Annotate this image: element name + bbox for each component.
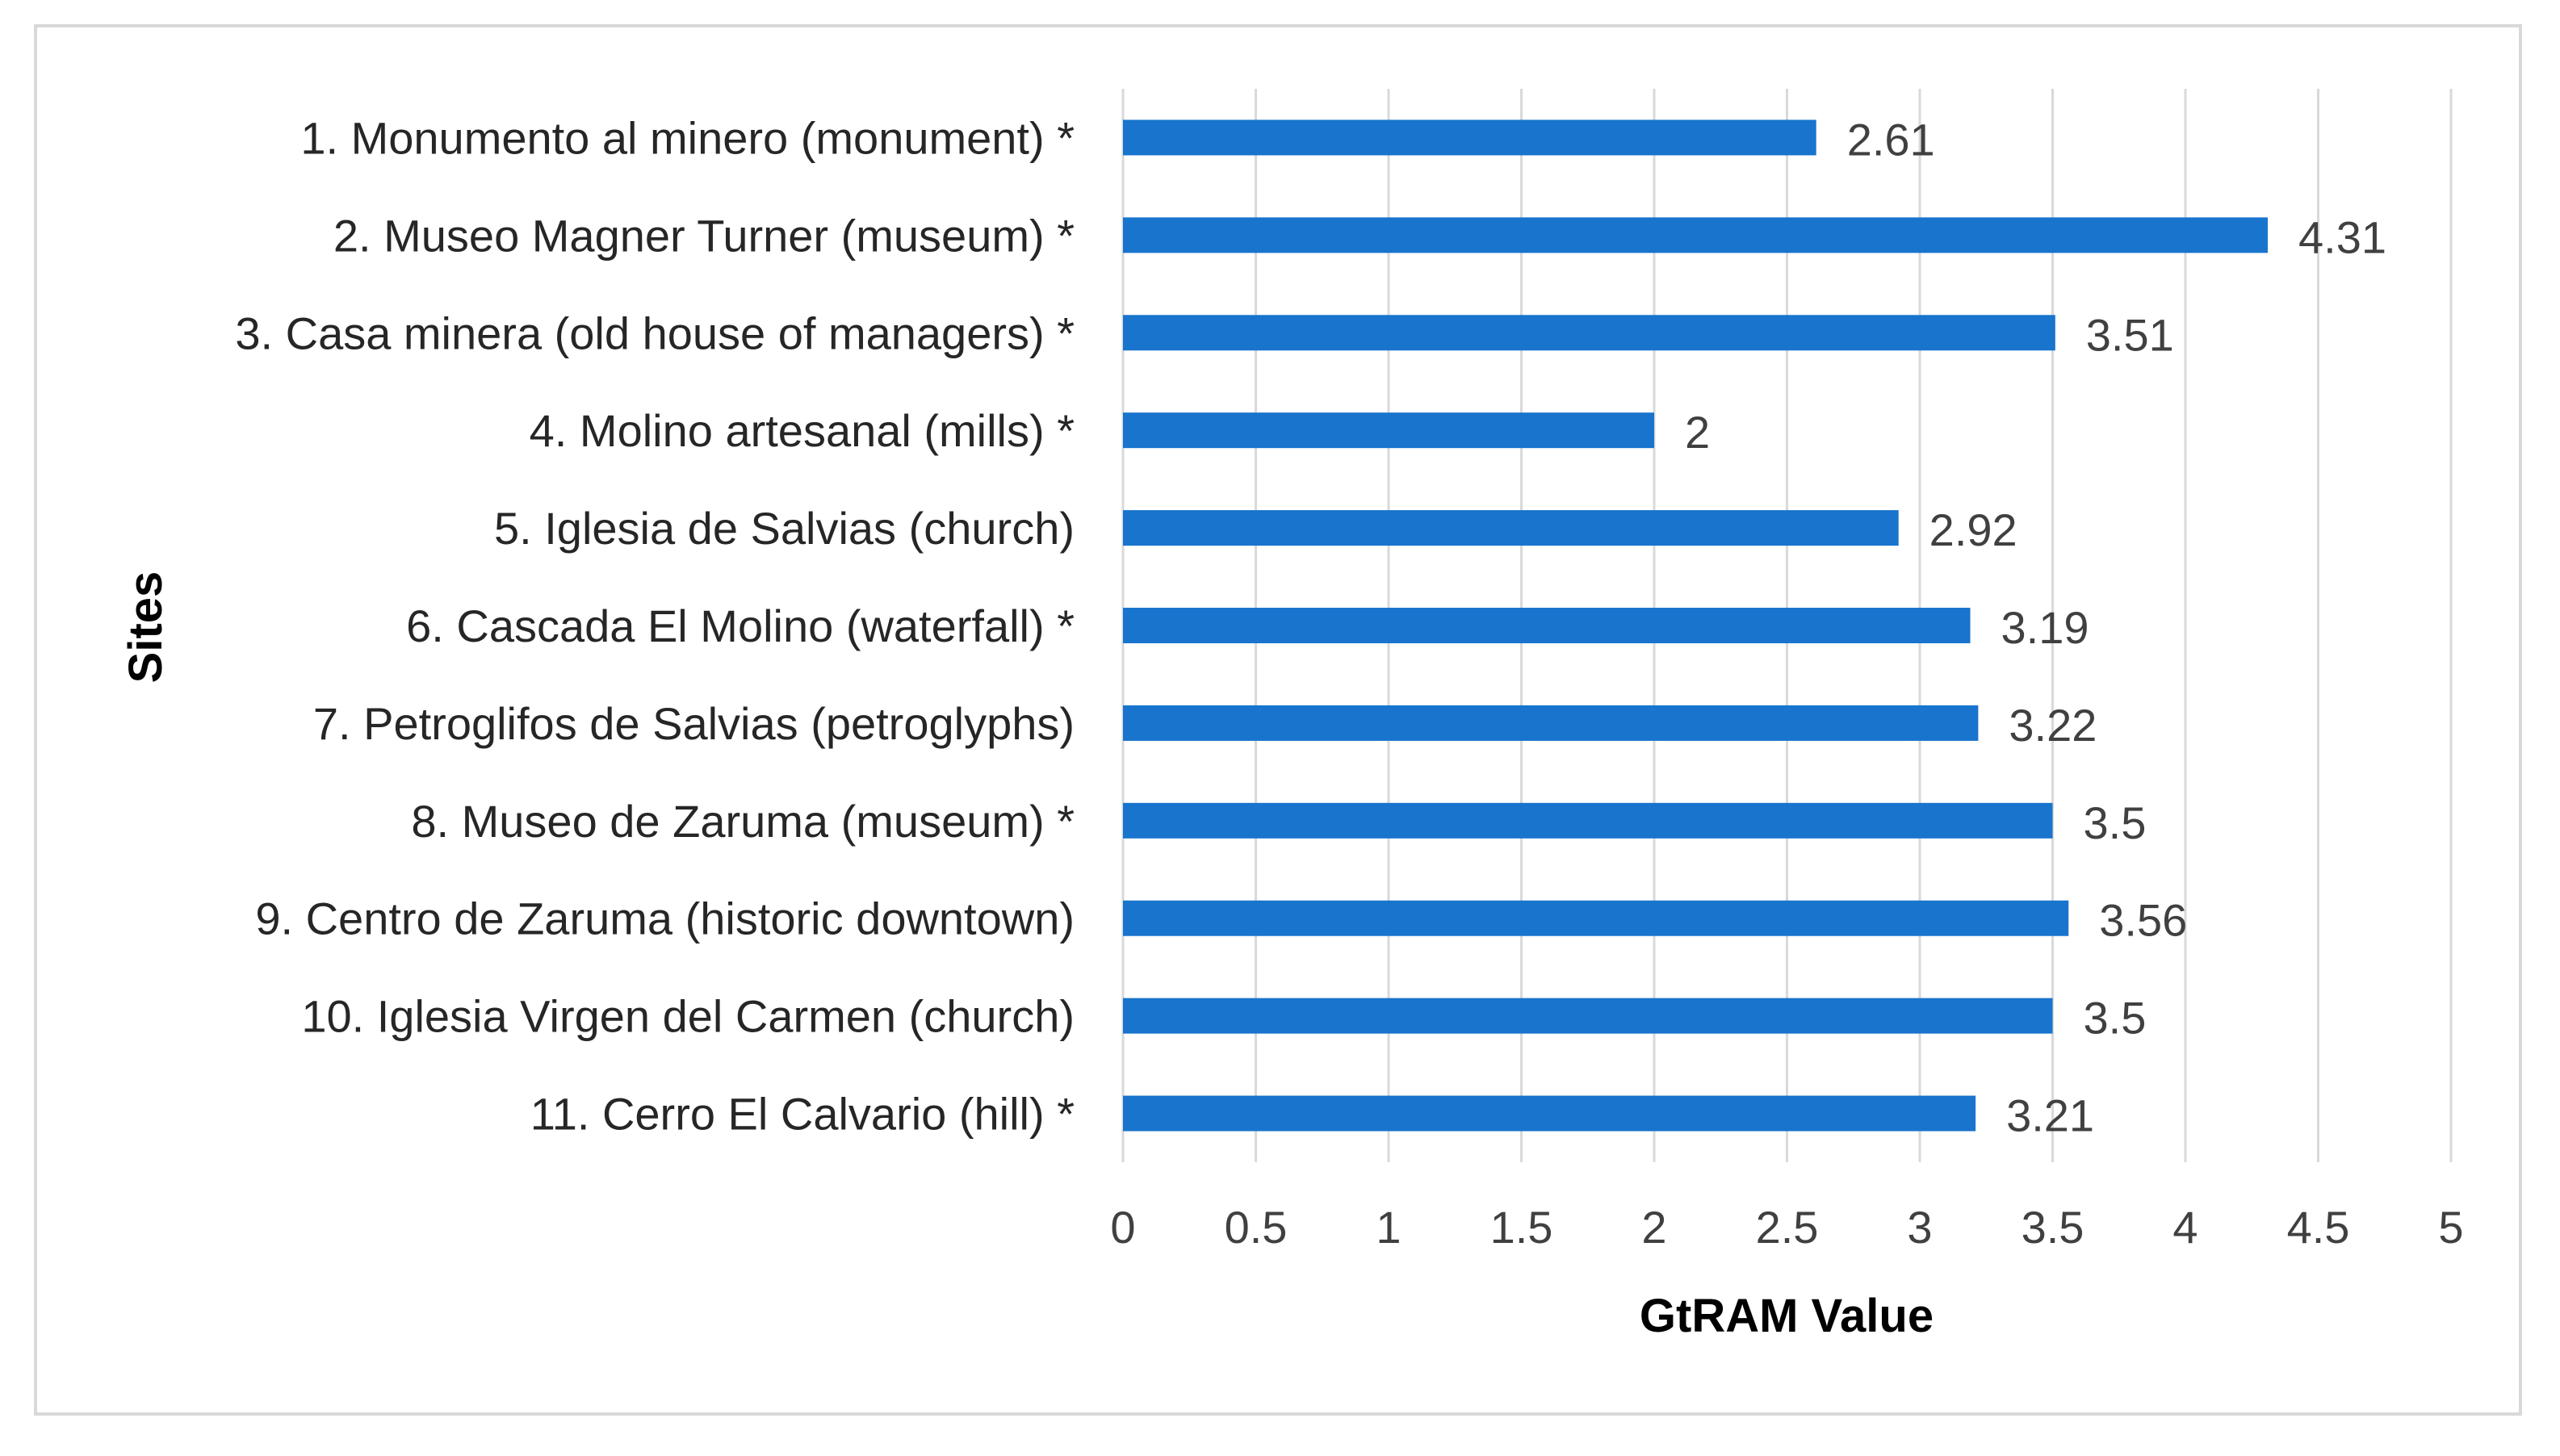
data-label: 2	[1685, 407, 1710, 458]
x-tick-label: 4	[2172, 1202, 2198, 1253]
bar-2	[1123, 217, 2268, 253]
data-labels: 2.61 4.31 3.51 2 2.92 3.19 3.22 3.5 3.56 3.5 3.21	[1685, 114, 2386, 1140]
x-tick-label: 0	[1110, 1202, 1135, 1253]
bar-3	[1123, 315, 2055, 351]
data-label: 3.51	[2086, 309, 2174, 360]
x-tick-label: 2	[1641, 1202, 1666, 1253]
x-tick-label: 3	[1907, 1202, 1932, 1253]
bar-8	[1123, 802, 2053, 839]
bar-1	[1123, 119, 1816, 156]
data-label: 3.19	[2001, 602, 2089, 653]
bars	[1123, 119, 2268, 1132]
category-label: 8. Museo de Zaruma (museum) *	[411, 796, 1075, 847]
bar-9	[1123, 900, 2069, 936]
x-tick-labels: 0 0.5 1 1.5 2 2.5 3 3.5 4 4.5 5	[1110, 1202, 2463, 1253]
category-label: 1. Monumento al minero (monument) *	[300, 112, 1075, 163]
category-labels: 1. Monumento al minero (monument) * 2. Mu…	[235, 112, 1075, 1139]
bar-6	[1123, 608, 1971, 643]
data-label: 4.31	[2298, 211, 2386, 262]
x-tick-label: 3.5	[2022, 1202, 2084, 1253]
data-label: 3.21	[2006, 1090, 2094, 1141]
x-tick-label: 0.5	[1225, 1202, 1288, 1253]
x-tick-label: 1.5	[1490, 1202, 1553, 1253]
category-label: 5. Iglesia de Salvias (church)	[494, 503, 1075, 554]
category-label: 4. Molino artesanal (mills) *	[530, 405, 1075, 456]
data-label: 2.92	[1929, 504, 2017, 555]
x-tick-label: 4.5	[2287, 1202, 2350, 1253]
category-label: 6. Cascada El Molino (waterfall) *	[406, 600, 1075, 651]
category-label: 7. Petroglifos de Salvias (petroglyphs)	[313, 698, 1075, 749]
x-tick-label: 2.5	[1756, 1202, 1819, 1253]
x-axis-title: GtRAM Value	[1640, 1290, 1934, 1342]
gridlines	[1121, 89, 2453, 1162]
data-label: 3.5	[2084, 993, 2147, 1044]
category-label: 3. Casa minera (old house of managers) *	[235, 308, 1075, 358]
data-label: 3.22	[2009, 700, 2097, 751]
data-label: 3.5	[2084, 797, 2147, 848]
category-label: 2. Museo Magner Turner (museum) *	[333, 210, 1075, 261]
data-label: 3.56	[2099, 895, 2187, 946]
x-tick-label: 5	[2438, 1202, 2463, 1253]
category-label: 10. Iglesia Virgen del Carmen (church)	[301, 991, 1075, 1042]
x-tick-label: 1	[1376, 1202, 1401, 1253]
category-label: 11. Cerro El Calvario (hill) *	[530, 1089, 1075, 1140]
bar-5	[1123, 510, 1899, 546]
data-label: 2.61	[1847, 114, 1935, 165]
category-label: 9. Centro de Zaruma (historic downtown)	[255, 893, 1075, 944]
bar-4	[1123, 412, 1654, 449]
bar-7	[1123, 705, 1979, 741]
bar-11	[1123, 1095, 1976, 1132]
bar-10	[1123, 998, 2053, 1034]
y-axis-title: Sites	[119, 571, 172, 684]
